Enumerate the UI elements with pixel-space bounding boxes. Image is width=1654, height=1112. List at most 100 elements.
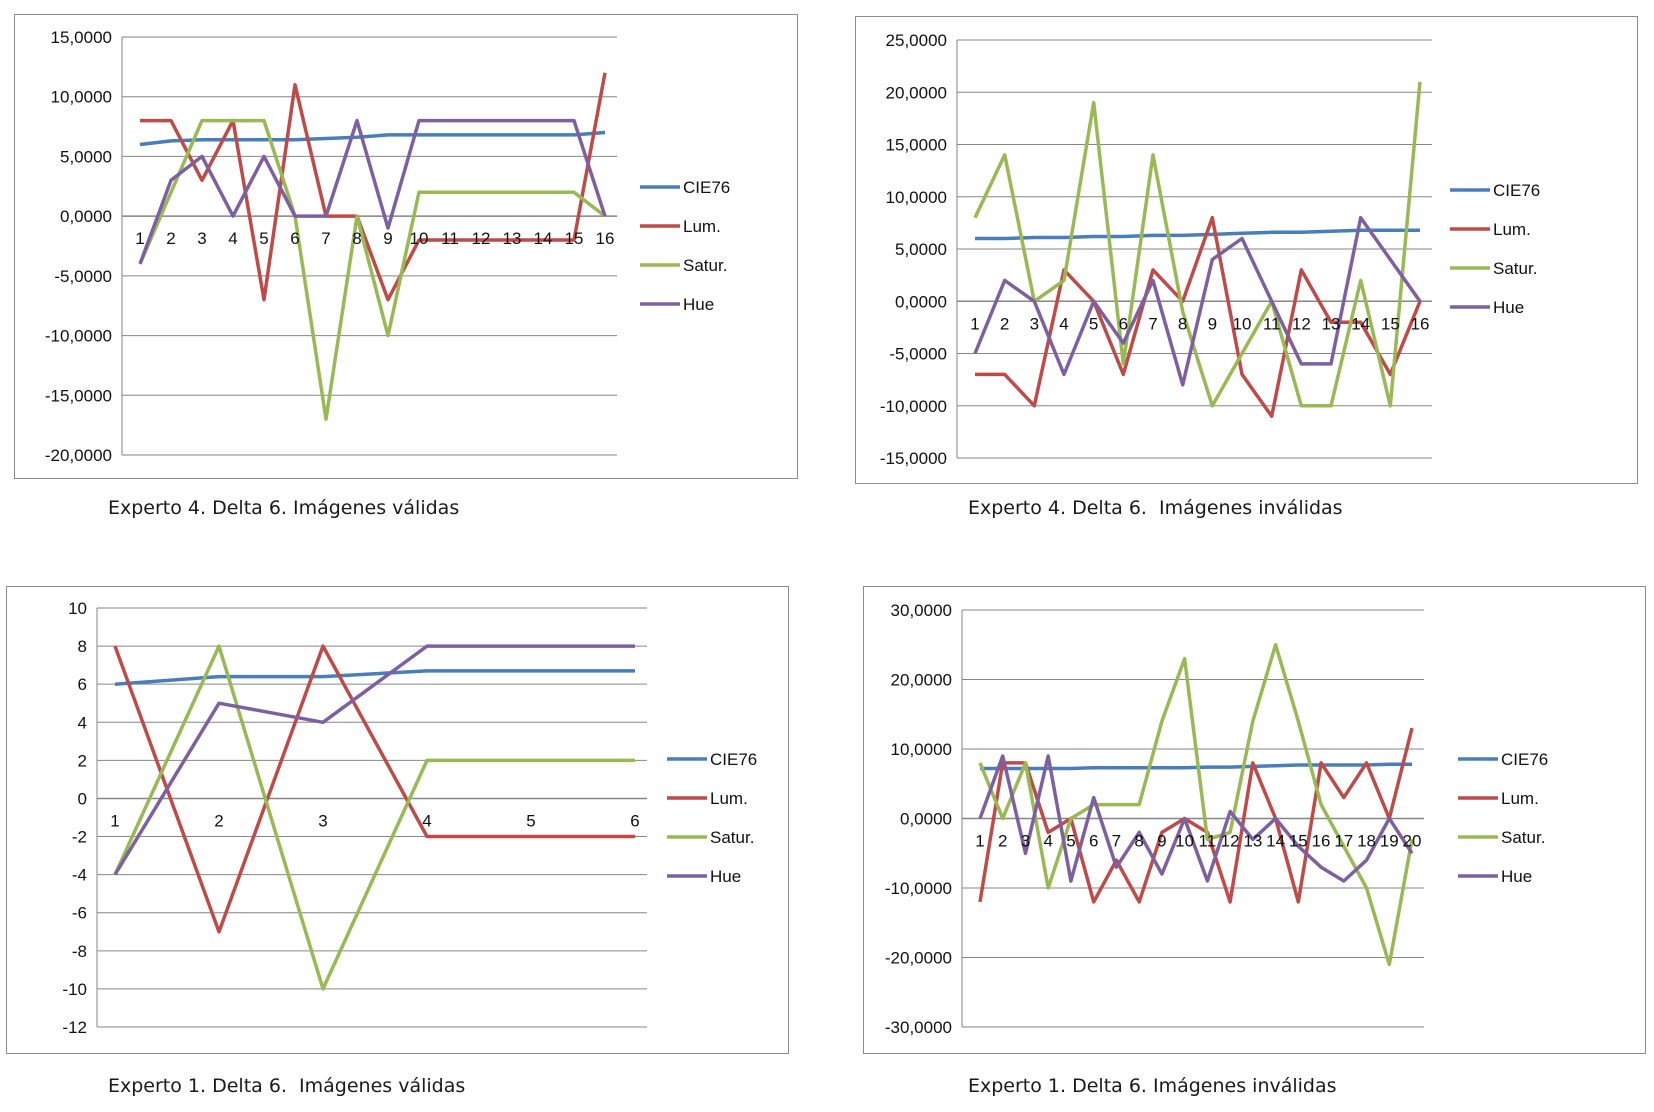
gridlines [121, 36, 617, 456]
x-tick-label: 19 [1380, 832, 1399, 851]
y-tick-label: -10,0000 [880, 397, 947, 416]
series-line-lum [140, 72, 607, 302]
y-tick-label: 30,0000 [891, 601, 952, 620]
x-tick-label: 2 [998, 832, 1007, 851]
legend: CIE76 Lum. Satur. Hue [1450, 181, 1540, 317]
x-tick-label: 9 [383, 229, 392, 248]
chart-caption: Experto 4. Delta 6. Imágenes inválidas [968, 497, 1343, 519]
y-tick-label: -10,0000 [45, 327, 112, 346]
series-line-cie76 [114, 669, 635, 686]
x-tick-label: 2 [1000, 314, 1009, 333]
y-tick-label: 0,0000 [900, 810, 952, 829]
chart-caption: Experto 1. Delta 6. Imágenes inválidas [968, 1075, 1337, 1097]
y-tick-label: 10,0000 [51, 88, 112, 107]
x-tick-label: 10 [1233, 314, 1252, 333]
x-tick-label: 4 [228, 229, 237, 248]
y-tick-label: -20,0000 [885, 949, 952, 968]
y-tick-label: 5,0000 [895, 240, 947, 259]
legend: CIE76 Lum. Satur. Hue [667, 750, 757, 886]
x-tick-label: 3 [1030, 314, 1039, 333]
y-tick-label: -6 [72, 904, 87, 923]
x-tick-label: 8 [1134, 832, 1143, 851]
y-tick-label: 15,0000 [886, 136, 947, 155]
legend-label: Hue [1493, 298, 1524, 317]
x-tick-label: 12 [1221, 832, 1240, 851]
chart-caption: Experto 1. Delta 6. Imágenes válidas [108, 1075, 466, 1097]
series-line-lum [978, 727, 1414, 904]
y-tick-label: 0 [78, 789, 87, 808]
legend-label: Lum. [1493, 220, 1531, 239]
series-line-hue [138, 118, 607, 265]
x-tick-label: 2 [166, 229, 175, 248]
legend-label: CIE76 [1501, 750, 1548, 769]
x-tick-label: 7 [1148, 314, 1157, 333]
y-tick-label: -15,0000 [880, 449, 947, 468]
x-tick-label: 20 [1403, 832, 1422, 851]
x-tick-label: 6 [1089, 832, 1098, 851]
x-tick-label: 10 [1175, 832, 1194, 851]
x-tick-label: 10 [410, 229, 429, 248]
series-lines [973, 81, 1422, 418]
series-line-satur [978, 643, 1414, 967]
series-line-hue [113, 644, 635, 876]
legend: CIE76 Lum. Satur. Hue [1458, 750, 1548, 886]
y-tick-label: -8 [72, 942, 87, 961]
series-lines [113, 644, 635, 991]
y-tick-label: 10,0000 [891, 740, 952, 759]
y-tick-label: -10,0000 [885, 879, 952, 898]
y-axis: 30,0000 20,0000 10,0000 0,0000 -10,0000 -20,0… [885, 601, 952, 1037]
x-axis: 1 2 3 4 5 6 7 8 9 10 11 12 13 14 15 16 [135, 229, 614, 248]
legend-label: Hue [710, 867, 741, 886]
legend-label: Hue [1501, 867, 1532, 886]
x-tick-label: 15 [1289, 832, 1308, 851]
x-tick-label: 14 [1266, 832, 1285, 851]
legend-label: CIE76 [683, 178, 730, 197]
y-axis: 10 8 6 4 2 0 -2 -4 -6 -8 -10 -12 [62, 599, 87, 1037]
x-tick-label: 9 [1208, 314, 1217, 333]
legend: CIE76 Lum. Satur. Hue [640, 178, 730, 314]
legend-label: Hue [683, 295, 714, 314]
x-tick-label: 11 [1263, 314, 1281, 333]
y-tick-label: 10 [68, 599, 87, 618]
x-tick-label: 15 [565, 229, 584, 248]
x-tick-label: 1 [110, 811, 119, 830]
y-tick-label: 2 [78, 751, 87, 770]
x-tick-label: 13 [1322, 314, 1341, 333]
y-tick-label: 20,0000 [886, 83, 947, 102]
y-tick-label: 5,0000 [60, 147, 112, 166]
chart-frame [6, 586, 789, 1054]
x-tick-label: 13 [1243, 832, 1262, 851]
legend-label: Satur. [710, 828, 754, 847]
x-tick-label: 16 [596, 229, 615, 248]
legend-label: Satur. [1493, 259, 1537, 278]
legend-label: CIE76 [1493, 181, 1540, 200]
series-lines [978, 643, 1414, 967]
x-tick-label: 14 [1351, 314, 1370, 333]
x-tick-label: 6 [1119, 314, 1128, 333]
y-tick-label: 20,0000 [891, 671, 952, 690]
y-tick-label: -5,0000 [54, 267, 112, 286]
x-tick-label: 15 [1381, 314, 1400, 333]
x-tick-label: 16 [1411, 314, 1430, 333]
x-tick-label: 8 [1178, 314, 1187, 333]
y-tick-label: -2 [72, 828, 87, 847]
x-tick-label: 5 [1066, 832, 1075, 851]
legend-label: Lum. [683, 217, 721, 236]
x-tick-label: 4 [422, 811, 431, 830]
y-tick-label: 15,0000 [51, 28, 112, 47]
legend-label: CIE76 [710, 750, 757, 769]
x-tick-label: 1 [975, 832, 984, 851]
x-tick-label: 16 [1312, 832, 1331, 851]
series-line-cie76 [139, 130, 606, 147]
y-tick-label: 8 [78, 637, 87, 656]
x-tick-label: 3 [1021, 832, 1030, 851]
y-tick-label: -10 [62, 980, 87, 999]
x-tick-label: 5 [259, 229, 268, 248]
y-tick-label: -20,0000 [45, 446, 112, 465]
y-axis: 15,0000 10,0000 5,0000 0,0000 -5,0000 -10,000… [45, 28, 112, 465]
x-tick-label: 14 [534, 229, 553, 248]
x-tick-label: 5 [526, 811, 535, 830]
y-tick-label: 10,0000 [886, 188, 947, 207]
y-tick-label: -5,0000 [889, 345, 947, 364]
